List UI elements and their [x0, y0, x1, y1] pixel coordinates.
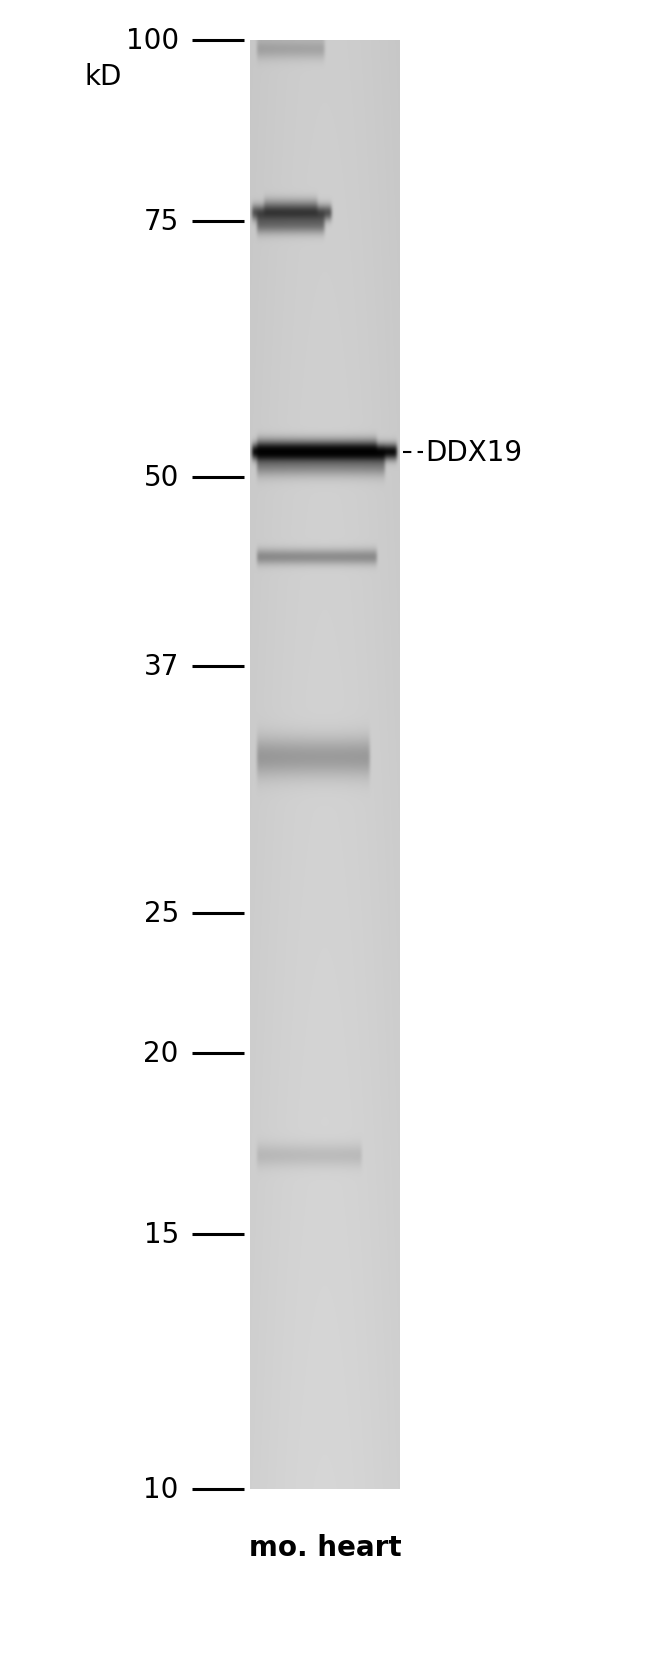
Text: kD: kD [84, 63, 122, 91]
Text: 15: 15 [144, 1220, 179, 1248]
Text: 10: 10 [144, 1476, 179, 1503]
Text: DDX19: DDX19 [426, 439, 523, 467]
Text: 37: 37 [144, 652, 179, 680]
Text: 100: 100 [125, 28, 179, 55]
Text: mo. heart: mo. heart [249, 1534, 401, 1561]
Text: 25: 25 [144, 899, 179, 927]
Text: 20: 20 [144, 1039, 179, 1067]
Text: 75: 75 [144, 209, 179, 237]
Text: 50: 50 [144, 463, 179, 492]
